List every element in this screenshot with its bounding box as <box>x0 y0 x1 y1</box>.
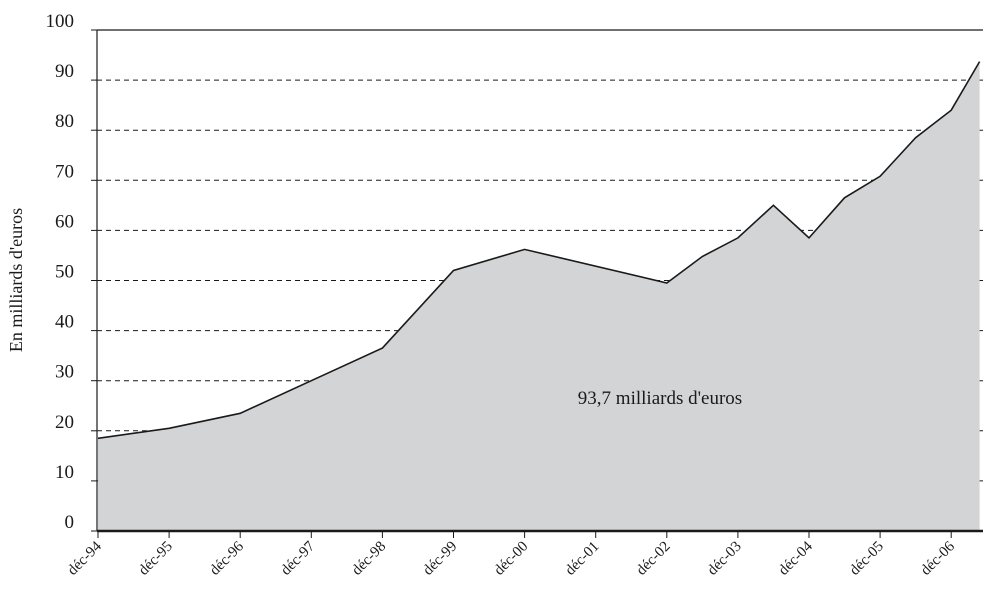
x-tick-label: déc-00 <box>491 539 531 579</box>
x-tick-label: déc-99 <box>420 539 460 579</box>
y-tick-label: 70 <box>55 161 74 182</box>
x-tick-label: déc-94 <box>65 538 106 579</box>
y-tick-label: 60 <box>55 211 74 232</box>
y-axis-label: En milliards d'euros <box>6 208 26 352</box>
x-ticks: déc-94 déc-95 déc-96 déc-97 déc-98 déc-99 déc-… <box>65 531 959 579</box>
y-tick-label: 80 <box>55 111 74 132</box>
x-tick-label: déc-01 <box>562 539 602 579</box>
x-tick-label: déc-04 <box>776 538 817 579</box>
y-tick-label: 20 <box>55 412 74 433</box>
x-tick-label: déc-06 <box>918 538 959 579</box>
y-tick-label: 0 <box>65 512 75 533</box>
x-tick-label: déc-97 <box>278 538 319 579</box>
x-tick-label: déc-05 <box>847 539 887 579</box>
x-tick-label: déc-95 <box>136 539 176 579</box>
y-tick-label: 90 <box>55 61 74 82</box>
y-tick-label: 50 <box>55 262 74 283</box>
x-tick-label: déc-96 <box>207 538 248 579</box>
x-tick-label: déc-02 <box>633 539 673 579</box>
total-annotation: 93,7 milliards d'euros <box>578 388 742 409</box>
y-tick-label: 10 <box>55 462 74 483</box>
y-tick-label: 40 <box>55 312 74 333</box>
x-tick-label: déc-98 <box>349 539 389 579</box>
x-tick-label: déc-03 <box>705 539 745 579</box>
y-tick-label: 100 <box>46 11 75 32</box>
series-area-fill <box>98 61 980 531</box>
series-line <box>97 61 981 440</box>
y-tick-label: 30 <box>55 362 74 383</box>
y-ticks: 0 10 20 30 40 50 60 70 80 90 100 <box>46 11 97 533</box>
